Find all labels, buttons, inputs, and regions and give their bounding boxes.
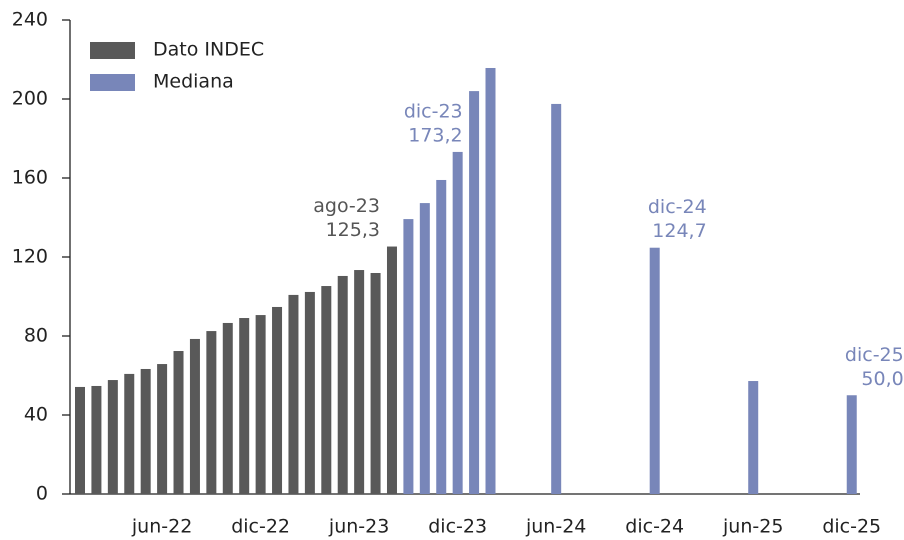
legend-label: Mediana: [153, 71, 234, 93]
bar: [206, 331, 217, 494]
y-tick-label: 200: [12, 88, 48, 110]
x-tick-label: dic-24: [625, 516, 684, 538]
annotation: dic-24: [648, 196, 707, 218]
annotation: ago-23: [313, 195, 380, 217]
y-tick-label: 0: [36, 483, 48, 505]
x-tick-label: jun-22: [131, 516, 192, 538]
bar: [157, 364, 168, 494]
bar: [189, 338, 200, 494]
bar: [304, 291, 315, 494]
bar: [173, 351, 184, 494]
x-tick-label: dic-23: [428, 516, 487, 538]
y-tick-label: 120: [12, 246, 48, 268]
bar: [239, 318, 250, 494]
bar: [551, 103, 562, 494]
bar: [140, 368, 151, 494]
bar: [649, 247, 660, 494]
bar: [370, 272, 381, 494]
legend-swatch: [90, 74, 135, 91]
bar: [748, 381, 759, 494]
value-label: 173,2: [408, 124, 462, 146]
annotation: dic-25: [845, 344, 904, 366]
bar: [419, 203, 430, 494]
bar: [354, 270, 365, 494]
legend-label: Dato INDEC: [153, 39, 264, 61]
x-tick-label: jun-23: [328, 516, 389, 538]
y-tick-label: 40: [24, 404, 48, 426]
bar: [288, 294, 299, 494]
value-label: 50,0: [861, 368, 903, 390]
bar: [846, 395, 857, 494]
legend-swatch: [90, 42, 135, 59]
x-tick-label: dic-25: [822, 516, 881, 538]
y-tick-label: 240: [12, 9, 48, 31]
bar: [255, 315, 266, 494]
y-tick-label: 80: [24, 325, 48, 347]
bar: [485, 67, 496, 495]
bar: [469, 91, 480, 494]
bar: [107, 380, 118, 494]
bar: [272, 306, 283, 494]
value-label: 124,7: [652, 220, 706, 242]
x-tick-label: jun-24: [525, 516, 586, 538]
bar: [321, 286, 332, 494]
x-tick-label: dic-22: [231, 516, 290, 538]
bar: [222, 322, 233, 494]
bar: [337, 275, 348, 494]
bar: [452, 151, 463, 494]
value-label: 125,3: [326, 219, 380, 241]
x-tick-label: jun-25: [722, 516, 783, 538]
bar: [386, 246, 397, 494]
bar: [124, 373, 135, 494]
annotation: dic-23: [404, 100, 463, 122]
bar: [75, 386, 85, 494]
y-tick-label: 160: [12, 167, 48, 189]
bar: [403, 219, 414, 494]
bar: [91, 385, 102, 494]
bar: [436, 179, 447, 494]
